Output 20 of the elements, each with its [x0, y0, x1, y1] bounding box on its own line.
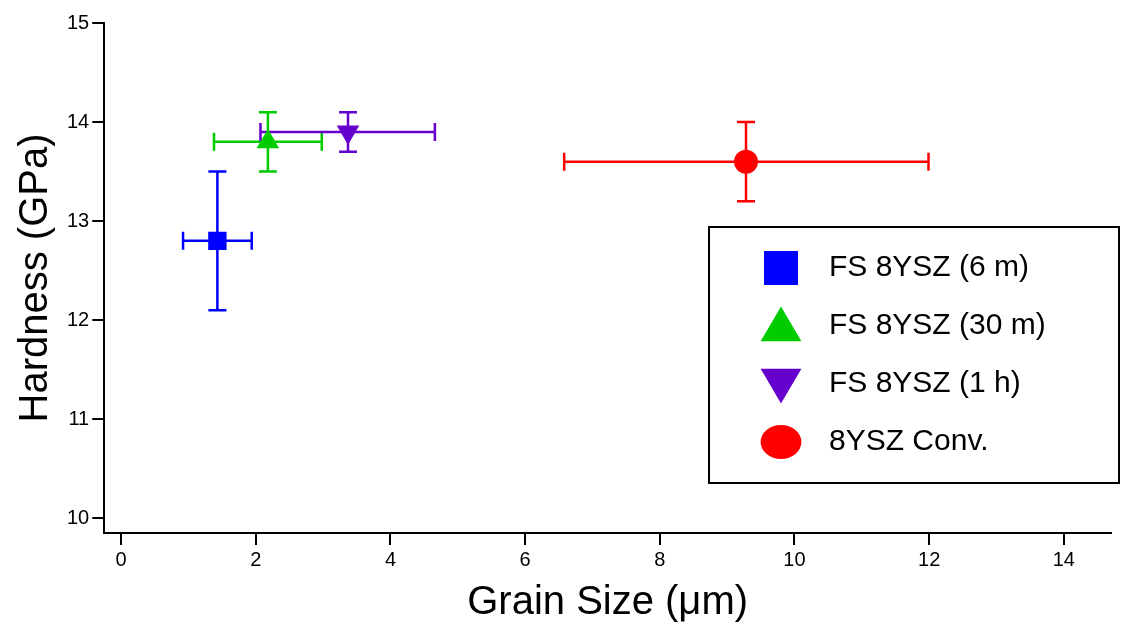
y-tick-label: 10	[67, 505, 90, 528]
x-tick-label: 10	[783, 547, 806, 570]
y-tick-label: 13	[67, 208, 90, 231]
x-tick-label: 8	[654, 547, 666, 570]
y-tick-label: 11	[68, 406, 90, 429]
y-axis-title: Hardness (GPa)	[11, 133, 56, 423]
legend-label: FS 8YSZ (6 m)	[829, 249, 1030, 283]
legend-label: 8YSZ Conv.	[829, 423, 989, 457]
x-tick-label: 12	[918, 547, 941, 570]
y-tick-label: 15	[67, 10, 90, 33]
y-tick-label: 14	[67, 109, 90, 132]
x-tick-label: 6	[519, 547, 531, 570]
x-axis-title: Grain Size (μm)	[467, 578, 749, 623]
legend-label: FS 8YSZ (1 h)	[829, 365, 1021, 399]
x-tick-label: 4	[384, 547, 397, 570]
x-tick-label: 2	[250, 547, 262, 570]
y-tick-label: 12	[67, 307, 90, 330]
x-tick-label: 14	[1052, 547, 1075, 570]
legend-label: FS 8YSZ (30 m)	[829, 307, 1046, 341]
x-tick-label: 0	[115, 547, 127, 570]
